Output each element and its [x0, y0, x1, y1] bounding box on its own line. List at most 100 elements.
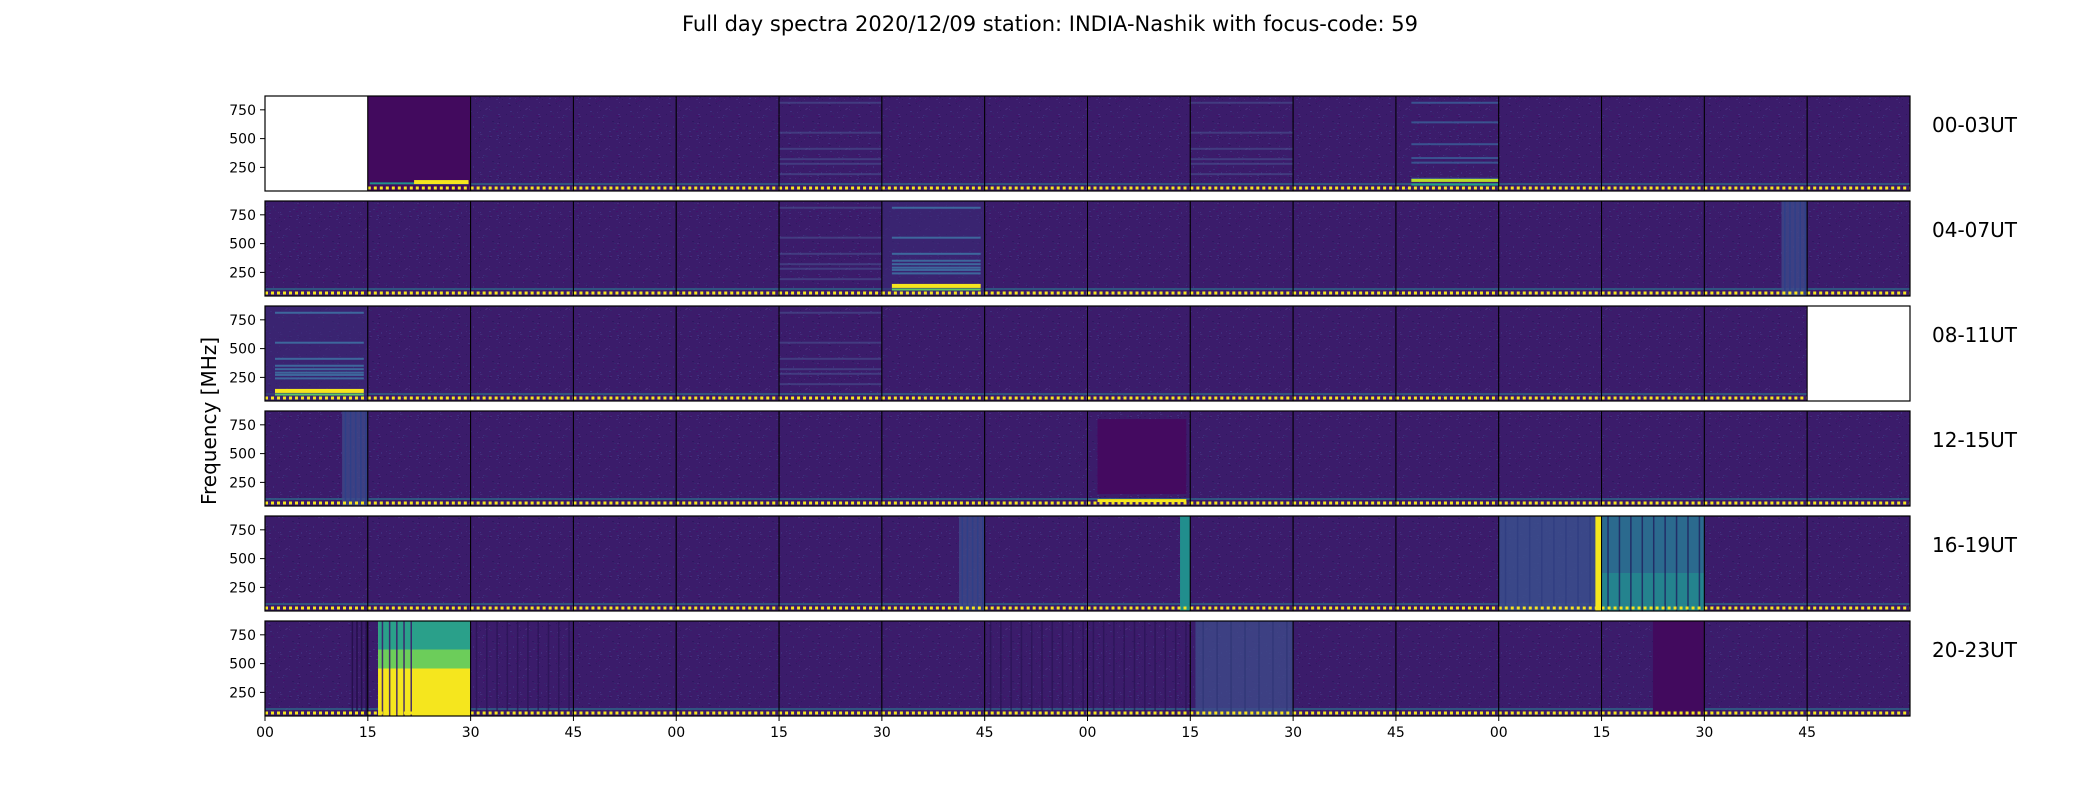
- spectra-row-20-23UT: 750 500 250 20-23UT: [229, 620, 2018, 717]
- spectrum-panel: [1601, 95, 1705, 192]
- x-tick-label: 15: [770, 725, 788, 741]
- chart-title: Full day spectra 2020/12/09 station: IND…: [682, 12, 1418, 36]
- x-tick-label: 30: [1284, 725, 1302, 741]
- spectrum-panel: [1292, 305, 1397, 402]
- spectrum-panel: [881, 620, 986, 717]
- x-tick-label: 45: [565, 725, 583, 741]
- spectrum-panel: [1087, 515, 1191, 612]
- spectrum-panel: [1703, 620, 1808, 717]
- row-frame: [264, 95, 1911, 192]
- y-tick-label: 750: [229, 523, 256, 539]
- spectrum-panel: [1087, 200, 1191, 297]
- spectrum-panel: [1189, 620, 1294, 717]
- spectrum-panel: [1498, 620, 1603, 717]
- y-tick-label: 750: [229, 313, 256, 329]
- x-tick-label: 00: [1490, 725, 1508, 741]
- y-tick-label: 500: [229, 447, 256, 463]
- spectrum-panel: [1806, 410, 1911, 507]
- x-tick-label: 30: [1695, 725, 1713, 741]
- spectrum-panel: [572, 410, 677, 507]
- spectrum-panel: [1806, 200, 1911, 297]
- y-tick-label: 500: [229, 132, 256, 148]
- row-frame: [264, 410, 1911, 507]
- spectrum-panel: [572, 305, 677, 402]
- spectrum-panel: [1498, 410, 1603, 507]
- y-axis-label: Frequency [MHz]: [197, 337, 221, 505]
- spectrum-panel: [675, 620, 780, 717]
- spectrum-panel: [881, 305, 986, 402]
- x-tick-label: 30: [873, 725, 891, 741]
- spectrum-panel: [675, 305, 780, 402]
- y-tick-label: 750: [229, 628, 256, 644]
- spectrum-panel: [1806, 620, 1911, 717]
- spectrum-panel: [778, 305, 883, 402]
- spectrum-panel: [1601, 515, 1705, 612]
- spectrum-panel: [1292, 515, 1397, 612]
- spectra-row-08-11UT: 750 500 250 08-11UT: [229, 305, 2018, 402]
- x-tick-label: 00: [1079, 725, 1097, 741]
- spectrum-panel: [1292, 200, 1397, 297]
- spectrum-panel: [264, 410, 369, 507]
- y-tick-label: 250: [229, 370, 256, 386]
- spectrum-panel: [1395, 410, 1500, 507]
- spectra-row-00-03UT: 750 500 250 00-03UT: [229, 95, 2018, 192]
- y-tick-label: 250: [229, 160, 256, 176]
- spectrum-panel: [1703, 410, 1808, 507]
- row-time-label: 00-03UT: [1932, 113, 2018, 137]
- spectrum-panel: [1601, 200, 1705, 297]
- spectrum-panel: [1703, 515, 1808, 612]
- spectrum-panel: [1703, 200, 1808, 297]
- row-time-label: 08-11UT: [1932, 323, 2018, 347]
- spectrum-panel: [1087, 305, 1191, 402]
- spectrum-panel: [984, 410, 1088, 507]
- spectrum-panel: [470, 515, 574, 612]
- spectrum-panel: [1498, 515, 1603, 612]
- x-tick-label: 30: [462, 725, 480, 741]
- spectrum-panel: [470, 200, 574, 297]
- spectrum-panel: [881, 410, 986, 507]
- spectrum-panel: [1087, 620, 1191, 717]
- spectrum-panel: [675, 200, 780, 297]
- spectrum-panel: [470, 410, 574, 507]
- row-time-label: 04-07UT: [1932, 218, 2018, 242]
- x-tick-label: 00: [256, 725, 274, 741]
- spectrum-panel: [984, 620, 1088, 717]
- spectrum-panel: [1703, 305, 1808, 402]
- y-tick-label: 500: [229, 342, 256, 358]
- x-tick-label: 45: [1798, 725, 1816, 741]
- spectrum-panel: [778, 620, 883, 717]
- spectrum-panel: [1292, 620, 1397, 717]
- spectrum-panel: [881, 515, 986, 612]
- spectrum-panel: [1806, 515, 1911, 612]
- spectrum-panel: [470, 620, 574, 717]
- spectrum-panel: [1189, 515, 1294, 612]
- spectrum-panel: [1395, 200, 1500, 297]
- spectrum-panel: [881, 200, 986, 297]
- spectrum-panel: [778, 200, 883, 297]
- spectrum-panel: [778, 410, 883, 507]
- y-tick-label: 500: [229, 552, 256, 568]
- spectrum-panel: [778, 95, 883, 192]
- spectrum-panel: [572, 620, 677, 717]
- spectrum-panel: [264, 515, 369, 612]
- row-time-label: 12-15UT: [1932, 428, 2018, 452]
- spectrum-panel: [264, 200, 369, 297]
- row-frame: [264, 200, 1911, 297]
- spectrum-panel: [1189, 410, 1294, 507]
- x-tick-label: 15: [1181, 725, 1199, 741]
- spectrum-panel: [675, 410, 780, 507]
- spectrum-panel: [367, 200, 472, 297]
- y-tick-label: 250: [229, 475, 256, 491]
- spectrum-panel: [1395, 515, 1500, 612]
- y-tick-label: 750: [229, 208, 256, 224]
- spectrum-panel: [367, 620, 472, 717]
- y-tick-label: 750: [229, 103, 256, 119]
- spectrum-panel: [675, 95, 780, 192]
- spectrum-panel: [367, 515, 472, 612]
- y-tick-label: 500: [229, 657, 256, 673]
- spectrum-panel: [1806, 95, 1911, 192]
- spectrum-panel: [1292, 95, 1397, 192]
- x-tick-label: 45: [1387, 725, 1405, 741]
- spectrum-panel: [1601, 410, 1705, 507]
